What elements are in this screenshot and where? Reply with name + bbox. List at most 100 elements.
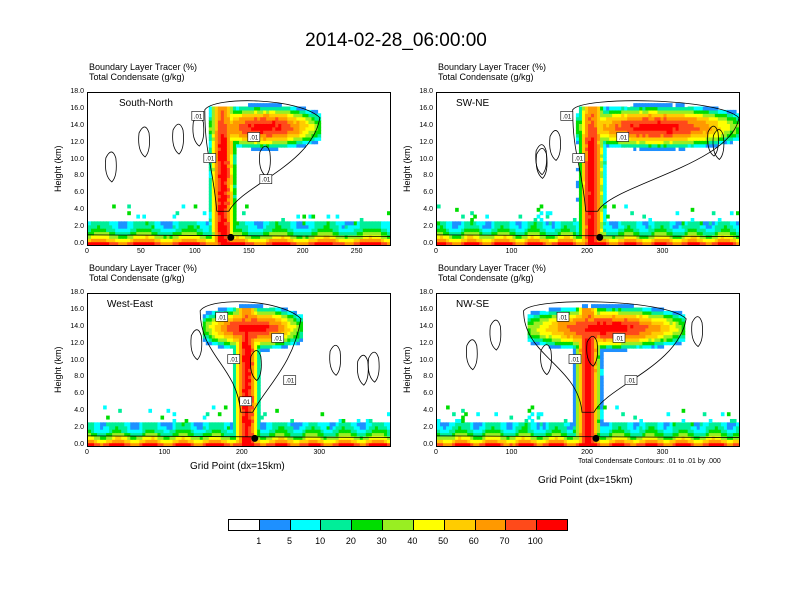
tracer-cell <box>299 133 304 138</box>
tracer-cell <box>630 238 634 243</box>
tracer-cell <box>229 123 234 128</box>
tracer-cell <box>263 327 267 332</box>
tracer-cell <box>666 147 671 152</box>
tracer-cell <box>169 432 174 437</box>
tracer-cell <box>266 136 270 141</box>
tracer-cell <box>278 435 282 440</box>
tracer-cell <box>503 238 508 243</box>
tracer-cell <box>208 180 213 185</box>
tracer-cell <box>455 241 459 245</box>
tracer-cell <box>506 435 511 440</box>
tracer-cell <box>600 201 604 206</box>
tracer-cell <box>648 224 653 229</box>
tracer-cell <box>199 231 204 236</box>
tracer-cell <box>600 241 604 245</box>
tracer-cell <box>127 228 131 233</box>
tracer-cell <box>551 310 556 315</box>
tracer-cell <box>287 429 291 434</box>
tracer-cell <box>239 425 243 430</box>
tracer-cell <box>356 238 361 243</box>
tracer-cell <box>536 334 541 339</box>
tracer-cell <box>302 120 307 124</box>
tracer-cell <box>356 231 361 236</box>
tracer-cell <box>112 439 116 444</box>
tracer-cell <box>485 429 489 434</box>
tracer-cell <box>690 136 695 141</box>
tracer-cell <box>232 109 237 114</box>
tracer-cell <box>606 143 610 148</box>
tracer-cell <box>509 234 514 239</box>
tracer-cell <box>163 429 168 434</box>
tracer-cell <box>530 310 535 315</box>
tracer-cell <box>275 120 279 124</box>
tracer-cell <box>702 123 707 128</box>
tracer-cell <box>684 221 689 226</box>
tracer-cell <box>239 126 243 131</box>
tracer-cell <box>630 228 634 233</box>
tracer-cell <box>597 143 601 148</box>
tracer-cell <box>311 228 316 233</box>
tracer-cell <box>557 224 562 229</box>
tracer-cell <box>443 432 447 437</box>
tracer-cell <box>100 221 104 226</box>
tracer-cell <box>226 106 231 111</box>
tracer-cell <box>545 231 550 236</box>
tracer-cell <box>627 143 631 148</box>
tracer-cell <box>578 214 583 219</box>
tracer-cell <box>545 221 550 226</box>
tracer-cell <box>223 136 228 141</box>
tracer-cell <box>380 439 385 444</box>
tracer-cell <box>239 224 243 229</box>
tracer-cell <box>296 116 300 121</box>
tracer-cell <box>263 106 267 111</box>
tracer-cell <box>594 180 598 185</box>
tracer-cell <box>648 116 653 121</box>
tracer-cell <box>229 187 234 192</box>
tracer-cell <box>260 429 264 434</box>
tracer-cell <box>350 422 355 427</box>
tracer-cell <box>217 143 222 148</box>
tracer-cell <box>612 228 616 233</box>
tracer-cell <box>226 439 231 444</box>
tracer-cell <box>530 412 535 417</box>
tracer-cell <box>326 224 331 229</box>
tracer-cell <box>127 211 131 216</box>
tracer-cell <box>257 405 261 410</box>
tracer-cell <box>575 422 580 427</box>
tracer-cell <box>464 231 468 236</box>
tracer-cell <box>263 348 267 353</box>
tracer-cell <box>600 147 604 152</box>
tracer-cell <box>220 153 225 158</box>
tracer-cell <box>217 190 222 195</box>
tracer-cell <box>229 174 234 179</box>
tracer-cell <box>476 435 480 440</box>
tracer-cell <box>142 228 146 233</box>
tracer-cell <box>575 371 580 376</box>
tracer-cell <box>275 317 279 322</box>
tracer-cell <box>371 224 376 229</box>
tracer-cell <box>726 123 731 128</box>
tracer-cell <box>597 228 601 233</box>
tracer-cell <box>290 425 294 430</box>
tracer-cell <box>211 439 216 444</box>
tracer-cell <box>269 116 273 121</box>
tracer-cell <box>254 429 258 434</box>
tracer-cell <box>242 116 246 121</box>
tracer-cell <box>314 429 319 434</box>
tracer-cell <box>684 143 689 148</box>
tracer-cell <box>368 432 373 437</box>
tracer-cell <box>226 435 231 440</box>
tracer-cell <box>232 160 237 165</box>
tracer-cell <box>663 228 668 233</box>
tracer-cell <box>575 231 580 236</box>
tracer-cell <box>248 307 252 312</box>
tracer-cell <box>235 385 240 390</box>
tracer-cell <box>248 375 252 380</box>
tracer-cell <box>287 109 291 114</box>
tracer-cell <box>723 113 728 118</box>
tracer-cell <box>239 334 243 339</box>
tracer-cell <box>464 228 468 233</box>
panel-title-tracer: Boundary Layer Tracer (%) <box>89 62 198 72</box>
tracer-cell <box>603 160 607 165</box>
tracer-cell <box>500 221 505 226</box>
